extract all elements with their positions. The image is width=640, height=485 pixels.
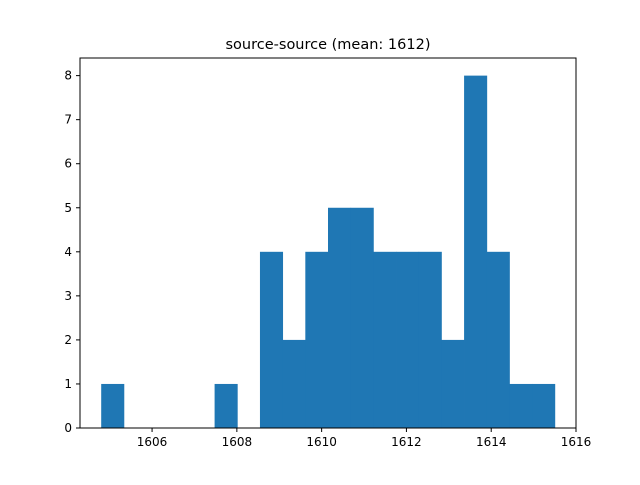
chart-title: source-source (mean: 1612): [226, 37, 431, 53]
histogram-bar: [328, 207, 352, 428]
histogram-bar: [441, 339, 465, 428]
y-tick-label: 2: [64, 333, 72, 347]
x-tick-label: 1608: [222, 435, 253, 449]
x-tick-label: 1612: [391, 435, 422, 449]
histogram-bar: [418, 251, 442, 428]
histogram-bar: [101, 383, 125, 428]
histogram-bar: [282, 339, 306, 428]
histogram-bar: [350, 207, 374, 428]
histogram-bar: [305, 251, 329, 428]
y-tick-label: 6: [64, 157, 72, 171]
y-tick-label: 8: [64, 69, 72, 83]
histogram-bar: [532, 383, 556, 428]
y-tick-label: 7: [64, 113, 72, 127]
histogram-bar: [373, 251, 397, 428]
bars-group: [101, 75, 556, 428]
y-tick-label: 3: [64, 289, 72, 303]
x-tick-label: 1610: [306, 435, 337, 449]
x-tick-label: 1606: [137, 435, 168, 449]
y-tick-label: 0: [64, 421, 72, 435]
histogram-bar: [509, 383, 533, 428]
y-tick-label: 1: [64, 377, 72, 391]
histogram-bar: [464, 75, 488, 428]
y-tick-label: 4: [64, 245, 72, 259]
x-tick-label: 1614: [476, 435, 507, 449]
x-axis-ticks: 1606 1608 1610 1612 1614 1616: [137, 428, 591, 449]
histogram-bar: [259, 251, 284, 428]
histogram-bar: [486, 251, 510, 428]
plot-frame: [79, 57, 577, 429]
x-tick-label: 1616: [561, 435, 592, 449]
y-tick-label: 5: [64, 201, 72, 215]
histogram-bar: [396, 251, 420, 428]
y-axis-ticks: 0 1 2 3 4 5 6 7 8: [64, 69, 80, 435]
histogram-bar: [214, 383, 238, 428]
